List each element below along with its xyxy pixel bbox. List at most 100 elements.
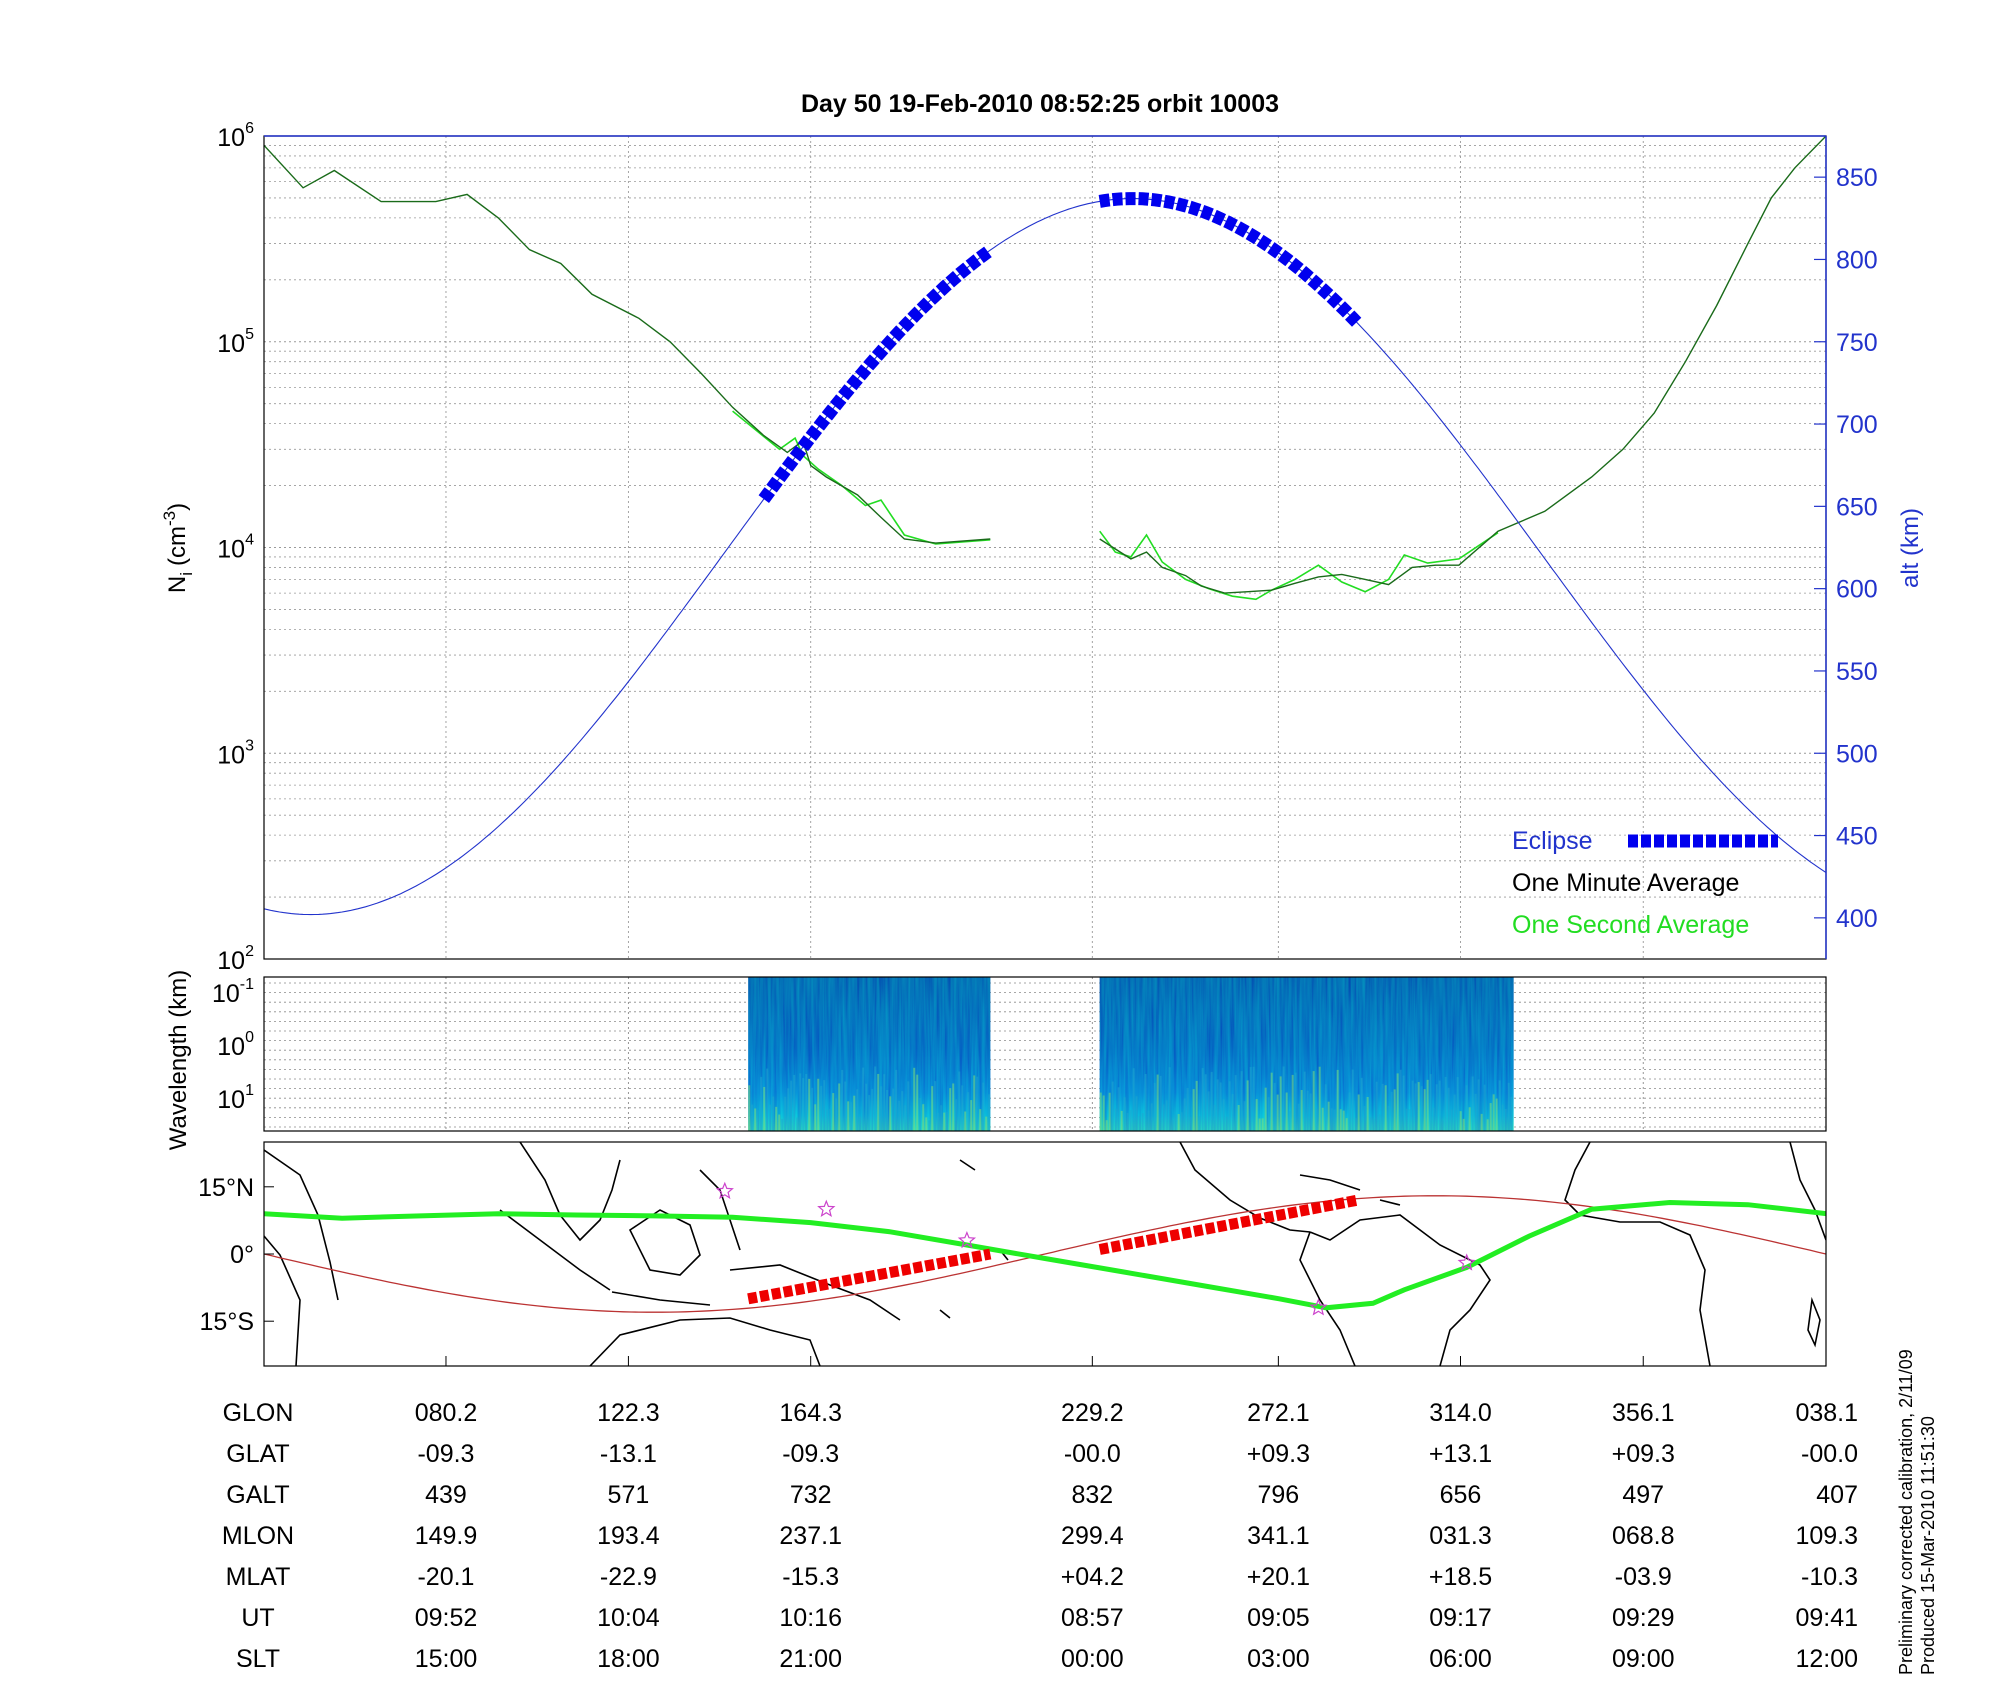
spectrogram-stripe bbox=[964, 1111, 967, 1131]
spectrogram-frame bbox=[263, 976, 1827, 1132]
top-panel-series bbox=[264, 136, 1826, 916]
table-cell: 149.9 bbox=[415, 1522, 478, 1550]
spectrogram-stripe bbox=[1462, 1118, 1465, 1131]
table-cell: +09.3 bbox=[1612, 1440, 1675, 1468]
table-cell: 571 bbox=[608, 1481, 650, 1509]
spectrogram-stripe bbox=[793, 1074, 796, 1131]
table-cell: 439 bbox=[425, 1481, 467, 1509]
table-cell: -20.1 bbox=[417, 1563, 474, 1591]
top-panel-grid bbox=[264, 135, 1826, 960]
spectrogram-grid bbox=[264, 977, 1826, 1131]
table-cell: 164.3 bbox=[779, 1399, 842, 1427]
spectrogram-stripe bbox=[1366, 1097, 1369, 1131]
spectrogram-stripe bbox=[1363, 1106, 1366, 1131]
spectrogram-stripe bbox=[1501, 1104, 1504, 1131]
table-cell: -22.9 bbox=[600, 1563, 657, 1591]
table-cell: 229.2 bbox=[1061, 1399, 1124, 1427]
spectrogram-stripe bbox=[1381, 1083, 1384, 1131]
table-cell: 09:41 bbox=[1795, 1604, 1858, 1632]
table-cell: -00.0 bbox=[1801, 1440, 1858, 1468]
right-tick-label: 850 bbox=[1836, 164, 1878, 192]
map-grid bbox=[445, 1356, 1644, 1366]
left-tick-base: 10 bbox=[217, 741, 245, 769]
table-cell: 06:00 bbox=[1429, 1645, 1492, 1673]
spectrogram-stripe bbox=[1495, 1098, 1498, 1131]
spectrogram-stripe bbox=[1201, 1068, 1204, 1131]
spectrogram-stripe bbox=[1114, 1108, 1117, 1131]
eclipse-segment bbox=[1098, 192, 1363, 328]
spectrogram-stripe bbox=[1276, 1094, 1279, 1131]
spectrogram-stripe bbox=[1300, 1090, 1303, 1131]
spectrogram-tick-label: 10-1 bbox=[212, 976, 254, 1008]
spectrogram-stripe bbox=[838, 1083, 841, 1131]
spectrogram-stripe bbox=[754, 1108, 757, 1131]
coast-africa-horn bbox=[1789, 1142, 1826, 1241]
spectrogram-stripe bbox=[844, 1081, 847, 1131]
left-tick-exp: 3 bbox=[245, 737, 254, 754]
spectrogram-stripe bbox=[1453, 1094, 1456, 1131]
table-cell: +18.5 bbox=[1429, 1563, 1492, 1591]
coast-africa-east bbox=[264, 1235, 301, 1366]
magnetic-equator-line bbox=[264, 1195, 1826, 1313]
spectrogram-stripe bbox=[1204, 1074, 1207, 1131]
table-row-label: GALT bbox=[226, 1481, 289, 1509]
spectrogram-stripe bbox=[982, 1082, 985, 1131]
spectrogram-stripe bbox=[1261, 1118, 1264, 1131]
spectrogram-stripe bbox=[1420, 1086, 1423, 1131]
coast-java bbox=[611, 1291, 711, 1306]
spectrogram-stripe bbox=[1471, 1076, 1474, 1131]
spectrogram-stripe bbox=[955, 1099, 958, 1131]
table-cell: -15.3 bbox=[782, 1563, 839, 1591]
legend-second-label: One Second Average bbox=[1512, 911, 1749, 939]
spectrogram-stripe bbox=[934, 1081, 937, 1131]
spectrogram-stripe bbox=[1288, 1111, 1291, 1131]
spectrogram-stripe bbox=[1144, 1073, 1147, 1131]
left-tick-label: 104 bbox=[217, 532, 254, 564]
spectrogram-stripe bbox=[1165, 1100, 1168, 1131]
spectrogram-stripe bbox=[1474, 1093, 1477, 1131]
spectrogram-stripe bbox=[1111, 1081, 1114, 1131]
map-lat-tick-label: 0° bbox=[230, 1241, 254, 1269]
spectrogram-stripe bbox=[1258, 1118, 1261, 1131]
spectrogram-stripe bbox=[1438, 1080, 1441, 1131]
spectrogram-stripe bbox=[1327, 1101, 1330, 1131]
spectrogram-stripe bbox=[1387, 1105, 1390, 1131]
spectrogram-blocks bbox=[748, 977, 1514, 1131]
spectrogram-stripe bbox=[751, 1104, 754, 1131]
coast-africa-west bbox=[1564, 1142, 1711, 1366]
map-lat-tick-label: 15°S bbox=[200, 1308, 254, 1336]
left-tick-label: 102 bbox=[217, 943, 254, 975]
spectrogram-stripe bbox=[919, 1097, 922, 1131]
coast-south-america bbox=[1299, 1214, 1491, 1366]
coast-australia bbox=[589, 1317, 821, 1366]
spectrogram-stripe bbox=[1378, 1114, 1381, 1131]
map-panel: 15°N 0° 15°S bbox=[198, 1141, 1827, 1367]
left-tick-label: 103 bbox=[217, 737, 254, 769]
spectrogram-stripe bbox=[904, 1105, 907, 1131]
table-cell: 193.4 bbox=[597, 1522, 660, 1550]
spectrogram-stripe bbox=[895, 1069, 898, 1131]
map-tracks bbox=[264, 1181, 1826, 1316]
table-cell: 09:00 bbox=[1612, 1645, 1675, 1673]
table-cell: 407 bbox=[1816, 1481, 1858, 1509]
spectrogram-stripe bbox=[877, 1073, 880, 1131]
spectrogram-stripe bbox=[799, 1073, 802, 1131]
spectrogram-stripe bbox=[1411, 1080, 1414, 1131]
spectrogram-stripe bbox=[1465, 1085, 1468, 1131]
spectrogram-stripe bbox=[871, 1088, 874, 1131]
ground-track-line bbox=[264, 1199, 1826, 1311]
right-tick-label: 550 bbox=[1836, 658, 1878, 686]
right-tick-label: 700 bbox=[1836, 411, 1878, 439]
spectrogram-stripe bbox=[1120, 1110, 1123, 1131]
spectrogram-stripe bbox=[1309, 1093, 1312, 1131]
spectrogram-stripe bbox=[1138, 1116, 1141, 1131]
spectrogram-stripe bbox=[1345, 1118, 1348, 1131]
left-axis-label-sub: i bbox=[177, 572, 196, 576]
spectrogram-stripe bbox=[817, 1078, 820, 1131]
spectrogram-stripe bbox=[898, 1100, 901, 1131]
spectrogram-stripe bbox=[1246, 1080, 1249, 1131]
spectrogram-stripe bbox=[784, 1096, 787, 1131]
spectrogram-texture bbox=[1099, 977, 1514, 1131]
